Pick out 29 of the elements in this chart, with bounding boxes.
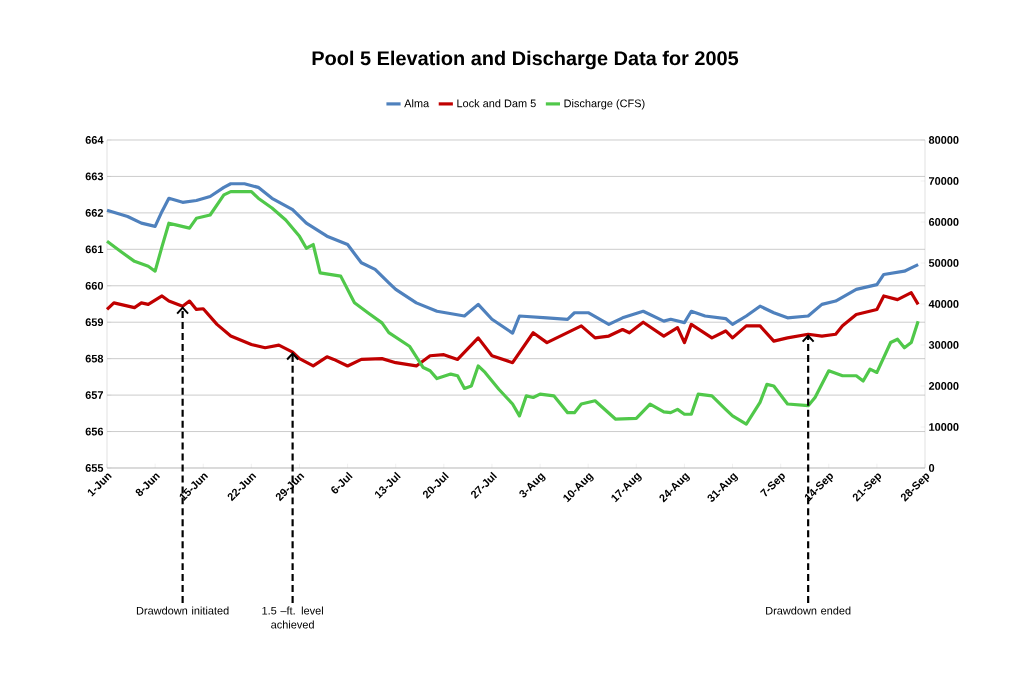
y-tick-label: 664 xyxy=(85,136,104,144)
legend-label: Alma xyxy=(404,99,430,108)
y2-tick-label: 0 xyxy=(928,464,935,472)
y2-tick-label: 40000 xyxy=(928,300,959,308)
line-series xyxy=(105,190,920,426)
y-tick-label: 656 xyxy=(85,427,104,436)
y2-tick-label: 80000 xyxy=(928,136,959,144)
y2-tick-label: 50000 xyxy=(928,259,959,267)
line-series xyxy=(105,182,920,335)
annotation: 1.5 –ft. level achieved xyxy=(262,606,323,629)
y-tick-label: 657 xyxy=(85,391,103,399)
y2-tick-label: 10000 xyxy=(929,423,959,431)
legend-label: Discharge (CFS) xyxy=(564,99,645,110)
annotation: Drawdown ended xyxy=(766,606,851,615)
y-tick-label: 659 xyxy=(85,318,104,327)
legend-label: Lock and Dam 5 xyxy=(457,99,536,108)
y-tick-label: 661 xyxy=(85,245,104,254)
y2-tick-label: 70000 xyxy=(929,177,959,185)
line-series xyxy=(105,291,920,368)
chart-title: Pool 5 Elevation and Discharge Data for 2005 xyxy=(312,50,739,70)
y2-tick-label: 60000 xyxy=(928,218,959,226)
y2-tick-label: 20000 xyxy=(928,382,959,390)
y-tick-label: 655 xyxy=(85,464,104,472)
y-tick-label: 660 xyxy=(85,281,104,290)
y2-tick-label: 30000 xyxy=(928,341,959,349)
y-tick-label: 663 xyxy=(85,172,104,181)
y-tick-label: 658 xyxy=(85,354,104,363)
y-tick-label: 662 xyxy=(85,209,104,217)
annotation: Drawdown initiated xyxy=(136,606,229,615)
